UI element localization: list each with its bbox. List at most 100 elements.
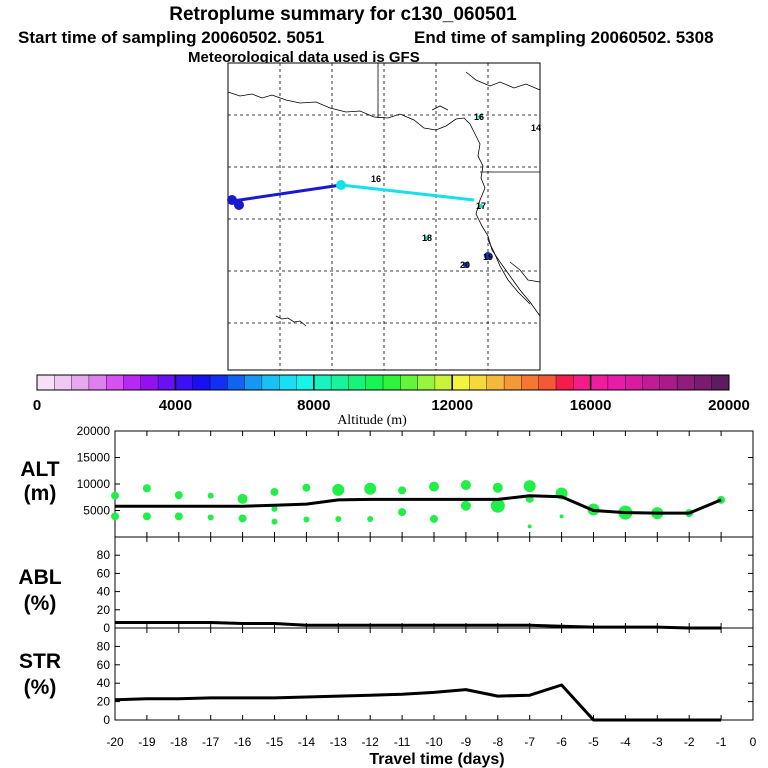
plume-point xyxy=(302,483,311,492)
colorbar-cell xyxy=(555,374,574,391)
plume-point xyxy=(398,486,407,495)
x-tick-label: -13 xyxy=(330,735,348,749)
colorbar-cell xyxy=(469,374,488,391)
start-time-label: Start time of sampling 20060502. 5051 xyxy=(18,28,324,47)
colorbar-cell xyxy=(382,374,401,391)
track-segment-cyan xyxy=(340,183,475,202)
y-axis-label: (%) xyxy=(24,592,57,615)
x-tick-label: -8 xyxy=(492,735,503,749)
plume-point xyxy=(237,493,248,504)
colorbar-cell xyxy=(36,374,55,391)
colorbar-cell xyxy=(503,374,522,391)
colorbar-tick-label: 0 xyxy=(33,397,41,414)
coastline xyxy=(227,63,541,327)
colorbar-cell xyxy=(417,374,436,391)
plume-point xyxy=(111,512,119,521)
colorbar-cell xyxy=(538,374,557,391)
colorbar-cell xyxy=(123,374,142,391)
y-tick-label: 80 xyxy=(97,548,111,562)
str-panel: 0 20 40 60 80 STR (%) xyxy=(19,627,754,727)
colorbar-cell xyxy=(71,374,90,391)
colorbar-cell xyxy=(659,374,678,391)
colorbar-cell xyxy=(400,374,419,391)
x-tick-label: -5 xyxy=(588,735,599,749)
plume-point xyxy=(430,514,438,523)
track-point xyxy=(336,180,346,190)
x-tick-label: -6 xyxy=(556,735,567,749)
plume-point xyxy=(271,505,278,512)
plume-point xyxy=(490,498,505,513)
colorbar-ticks: 0 4000 8000 12000 16000 20000 xyxy=(33,375,750,414)
x-axis-label: Travel time (days) xyxy=(369,751,504,768)
series-line xyxy=(114,683,722,722)
y-tick-label: 0 xyxy=(103,713,110,727)
track-point xyxy=(479,204,483,208)
colorbar-cell xyxy=(192,374,211,391)
series-line xyxy=(115,621,722,630)
x-tick-label: -14 xyxy=(298,735,316,749)
track-label: 14 xyxy=(531,123,541,133)
plume-point xyxy=(398,508,407,517)
y-tick-label: 40 xyxy=(97,676,111,690)
track-point xyxy=(227,195,237,205)
colorbar-cell xyxy=(625,374,644,391)
plume-point xyxy=(207,514,214,521)
track-segment-blue xyxy=(232,183,342,203)
track-point xyxy=(463,262,469,268)
y-tick-label: 80 xyxy=(97,639,111,653)
plume-point xyxy=(367,515,374,522)
colorbar-cell xyxy=(261,374,280,391)
abl-panel: 0 20 40 60 80 ABL (%) xyxy=(18,536,754,635)
map-gridlines xyxy=(228,63,540,370)
y-tick-label: 40 xyxy=(97,585,111,599)
colorbar-cell xyxy=(296,374,315,391)
track-point xyxy=(478,115,482,119)
x-tick-label: -11 xyxy=(394,735,411,749)
track-point xyxy=(234,200,244,210)
altitude-colorbar: 0 4000 8000 12000 16000 20000 Altitude (m) xyxy=(33,374,750,428)
y-tick-label: 5000 xyxy=(83,504,110,518)
colorbar-cell xyxy=(54,374,73,391)
y-tick-label: 60 xyxy=(97,566,111,580)
colorbar-cell xyxy=(486,374,505,391)
plume-point xyxy=(207,492,214,499)
colorbar-cell xyxy=(348,374,367,391)
colorbar-cell xyxy=(434,374,453,391)
x-tick-label: -16 xyxy=(234,735,252,749)
track-label: 16 xyxy=(474,112,484,122)
x-tick-label: -18 xyxy=(170,735,188,749)
y-axis-label: (m) xyxy=(24,482,57,505)
plume-point xyxy=(174,491,183,500)
colorbar-cell xyxy=(157,374,176,391)
colorbar-cell xyxy=(694,374,713,391)
colorbar-cell xyxy=(105,374,124,391)
colorbar-cell xyxy=(88,374,107,391)
x-tick-label: -19 xyxy=(138,735,156,749)
alt-panel: 5000 10000 15000 20000 ALT(m) xyxy=(20,424,754,538)
colorbar-cell xyxy=(642,374,661,391)
plume-point xyxy=(364,482,377,495)
track-label: 19 xyxy=(483,252,493,262)
plume-point xyxy=(142,512,151,521)
colorbar-cell xyxy=(279,374,298,391)
plume-point xyxy=(332,483,345,496)
travel-time-axis: -20 -19 -18 -17 -16 -15 -14 -13 -12 -11 -10 -9 -8 -7-… xyxy=(106,735,756,768)
y-axis-label: ABL xyxy=(18,566,61,589)
x-tick-label: -17 xyxy=(202,735,220,749)
track-point xyxy=(425,236,429,240)
y-tick-label: 0 xyxy=(103,621,110,635)
plume-point xyxy=(335,515,342,522)
x-tick-label: -7 xyxy=(524,735,535,749)
x-tick-label: -12 xyxy=(362,735,380,749)
colorbar-cell xyxy=(521,374,540,391)
series-line xyxy=(115,494,722,515)
colorbar-cell xyxy=(175,374,194,391)
x-tick-label: -20 xyxy=(106,735,124,749)
plume-point xyxy=(492,482,503,493)
track-label: 20 xyxy=(460,260,470,270)
colorbar-tick-label: 16000 xyxy=(570,397,612,414)
track-label: 16 xyxy=(371,174,381,184)
colorbar-frame xyxy=(36,374,730,391)
colorbar-cell xyxy=(330,374,349,391)
plume-point xyxy=(111,491,119,500)
